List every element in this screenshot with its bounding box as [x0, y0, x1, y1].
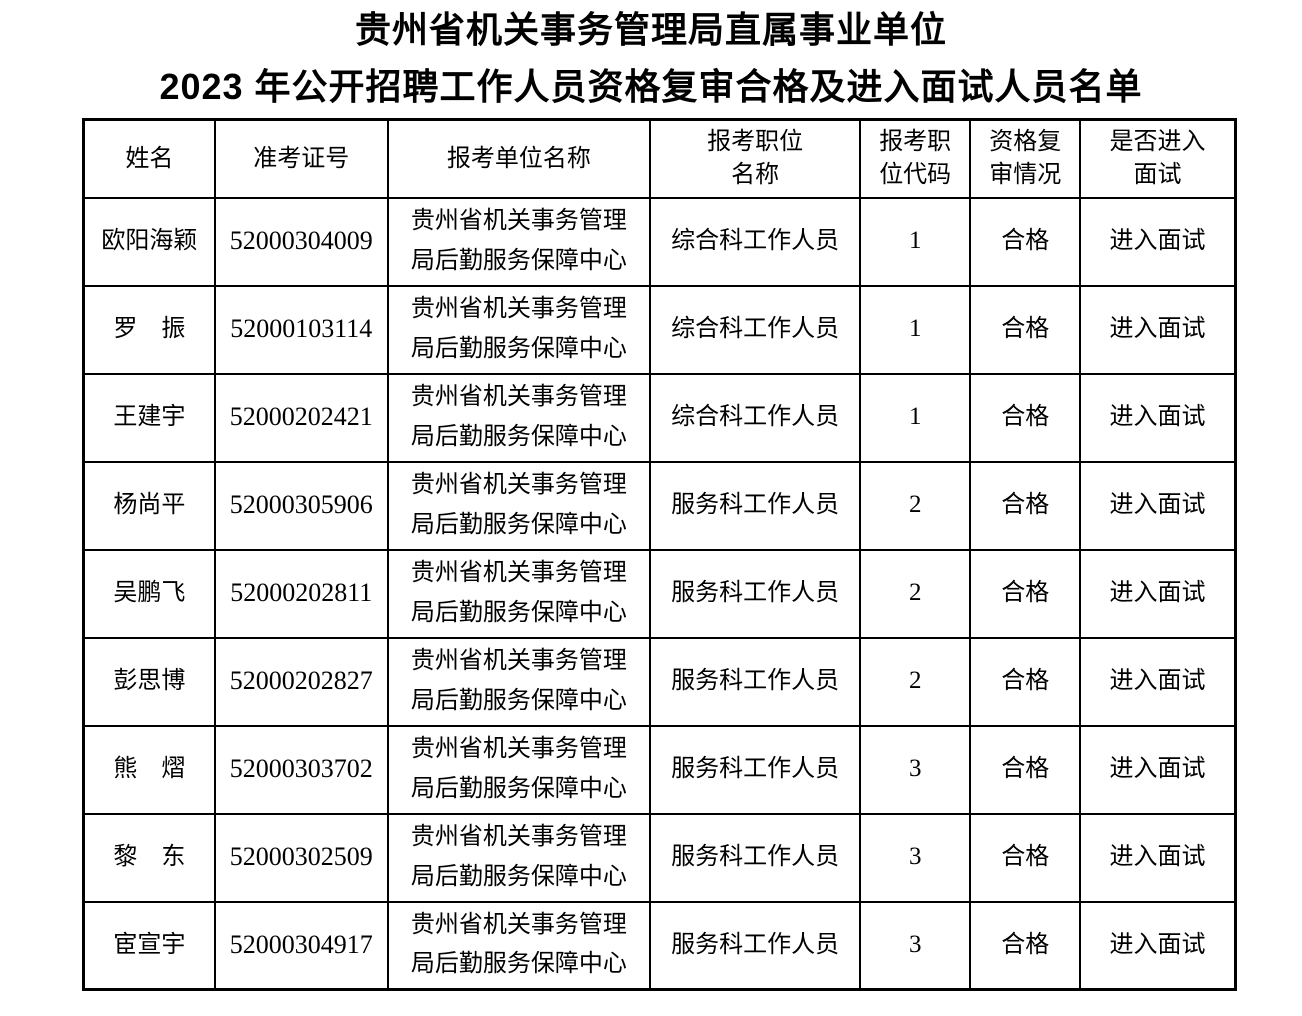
cell-name: 黎 东 — [82, 812, 216, 903]
cell-code: 2 — [858, 636, 972, 727]
cell-code: 1 — [858, 372, 972, 463]
cell-code: 3 — [858, 900, 972, 991]
table-body: 欧阳海颖 52000304009 贵州省机关事务管理 局后勤服务保障中心 综合科工作人… — [82, 196, 1237, 991]
cell-position: 服务科工作人员 — [649, 812, 861, 903]
cell-review: 合格 — [969, 724, 1081, 815]
table-row: 彭思博 52000202827 贵州省机关事务管理 局后勤服务保障中心 服务科工作人员… — [82, 636, 1237, 727]
table-row: 宦宣宇 52000304917 贵州省机关事务管理 局后勤服务保障中心 服务科工作人员… — [82, 900, 1237, 991]
cell-review: 合格 — [969, 812, 1081, 903]
column-header-ticket: 准考证号 — [213, 118, 389, 199]
cell-position: 服务科工作人员 — [649, 460, 861, 551]
cell-review: 合格 — [969, 900, 1081, 991]
cell-unit: 贵州省机关事务管理 局后勤服务保障中心 — [386, 900, 652, 991]
table-header-row: 姓名 准考证号 报考单位名称 报考职位 名称 报考职 位代码 资格复 审情况 是否进入 面试 — [82, 118, 1237, 199]
cell-unit: 贵州省机关事务管理 局后勤服务保障中心 — [386, 724, 652, 815]
cell-review: 合格 — [969, 284, 1081, 375]
cell-interview: 进入面试 — [1078, 636, 1237, 727]
cell-name: 杨尚平 — [82, 460, 216, 551]
cell-position: 服务科工作人员 — [649, 636, 861, 727]
cell-interview: 进入面试 — [1078, 372, 1237, 463]
cell-code: 3 — [858, 812, 972, 903]
cell-review: 合格 — [969, 460, 1081, 551]
candidates-table: 姓名 准考证号 报考单位名称 报考职位 名称 报考职 位代码 资格复 审情况 是否进入 面试… — [82, 118, 1237, 991]
cell-code: 1 — [858, 196, 972, 287]
cell-interview: 进入面试 — [1078, 460, 1237, 551]
table-row: 王建宇 52000202421 贵州省机关事务管理 局后勤服务保障中心 综合科工作人员… — [82, 372, 1237, 463]
column-header-name: 姓名 — [82, 118, 216, 199]
cell-ticket: 52000305906 — [213, 460, 389, 551]
column-header-unit: 报考单位名称 — [386, 118, 652, 199]
table-row: 吴鹏飞 52000202811 贵州省机关事务管理 局后勤服务保障中心 服务科工作人员… — [82, 548, 1237, 639]
cell-interview: 进入面试 — [1078, 900, 1237, 991]
table-row: 熊 熠 52000303702 贵州省机关事务管理 局后勤服务保障中心 服务科工作人员… — [82, 724, 1237, 815]
table-row: 罗 振 52000103114 贵州省机关事务管理 局后勤服务保障中心 综合科工作人员… — [82, 284, 1237, 375]
cell-position: 综合科工作人员 — [649, 284, 861, 375]
cell-ticket: 52000304917 — [213, 900, 389, 991]
cell-interview: 进入面试 — [1078, 284, 1237, 375]
cell-unit: 贵州省机关事务管理 局后勤服务保障中心 — [386, 460, 652, 551]
column-header-position: 报考职位 名称 — [649, 118, 861, 199]
cell-interview: 进入面试 — [1078, 724, 1237, 815]
table-row: 欧阳海颖 52000304009 贵州省机关事务管理 局后勤服务保障中心 综合科工作人… — [82, 196, 1237, 287]
cell-unit: 贵州省机关事务管理 局后勤服务保障中心 — [386, 548, 652, 639]
cell-code: 3 — [858, 724, 972, 815]
cell-review: 合格 — [969, 196, 1081, 287]
table-row: 杨尚平 52000305906 贵州省机关事务管理 局后勤服务保障中心 服务科工作人员… — [82, 460, 1237, 551]
cell-code: 1 — [858, 284, 972, 375]
cell-unit: 贵州省机关事务管理 局后勤服务保障中心 — [386, 372, 652, 463]
table-row: 黎 东 52000302509 贵州省机关事务管理 局后勤服务保障中心 服务科工作人员… — [82, 812, 1237, 903]
cell-ticket: 52000103114 — [213, 284, 389, 375]
cell-name: 欧阳海颖 — [82, 196, 216, 287]
cell-unit: 贵州省机关事务管理 局后勤服务保障中心 — [386, 196, 652, 287]
cell-unit: 贵州省机关事务管理 局后勤服务保障中心 — [386, 812, 652, 903]
cell-review: 合格 — [969, 636, 1081, 727]
cell-unit: 贵州省机关事务管理 局后勤服务保障中心 — [386, 284, 652, 375]
table-header: 姓名 准考证号 报考单位名称 报考职位 名称 报考职 位代码 资格复 审情况 是否进入 面试 — [82, 118, 1237, 199]
cell-ticket: 52000202811 — [213, 548, 389, 639]
cell-position: 综合科工作人员 — [649, 372, 861, 463]
cell-ticket: 52000202421 — [213, 372, 389, 463]
cell-position: 服务科工作人员 — [649, 548, 861, 639]
column-header-code: 报考职 位代码 — [858, 118, 972, 199]
cell-interview: 进入面试 — [1078, 548, 1237, 639]
cell-review: 合格 — [969, 372, 1081, 463]
document-title-line2: 2023 年公开招聘工作人员资格复审合格及进入面试人员名单 — [159, 66, 1143, 107]
cell-ticket: 52000302509 — [213, 812, 389, 903]
cell-name: 罗 振 — [82, 284, 216, 375]
cell-ticket: 52000304009 — [213, 196, 389, 287]
cell-review: 合格 — [969, 548, 1081, 639]
column-header-interview: 是否进入 面试 — [1078, 118, 1237, 199]
cell-name: 熊 熠 — [82, 724, 216, 815]
cell-name: 彭思博 — [82, 636, 216, 727]
cell-ticket: 52000202827 — [213, 636, 389, 727]
cell-position: 服务科工作人员 — [649, 724, 861, 815]
cell-position: 综合科工作人员 — [649, 196, 861, 287]
document-title-line1: 贵州省机关事务管理局直属事业单位 — [354, 9, 947, 50]
cell-unit: 贵州省机关事务管理 局后勤服务保障中心 — [386, 636, 652, 727]
cell-position: 服务科工作人员 — [649, 900, 861, 991]
cell-name: 宦宣宇 — [82, 900, 216, 991]
cell-name: 吴鹏飞 — [82, 548, 216, 639]
column-header-review: 资格复 审情况 — [969, 118, 1081, 199]
cell-code: 2 — [858, 548, 972, 639]
cell-code: 2 — [858, 460, 972, 551]
cell-interview: 进入面试 — [1078, 196, 1237, 287]
cell-name: 王建宇 — [82, 372, 216, 463]
cell-interview: 进入面试 — [1078, 812, 1237, 903]
cell-ticket: 52000303702 — [213, 724, 389, 815]
